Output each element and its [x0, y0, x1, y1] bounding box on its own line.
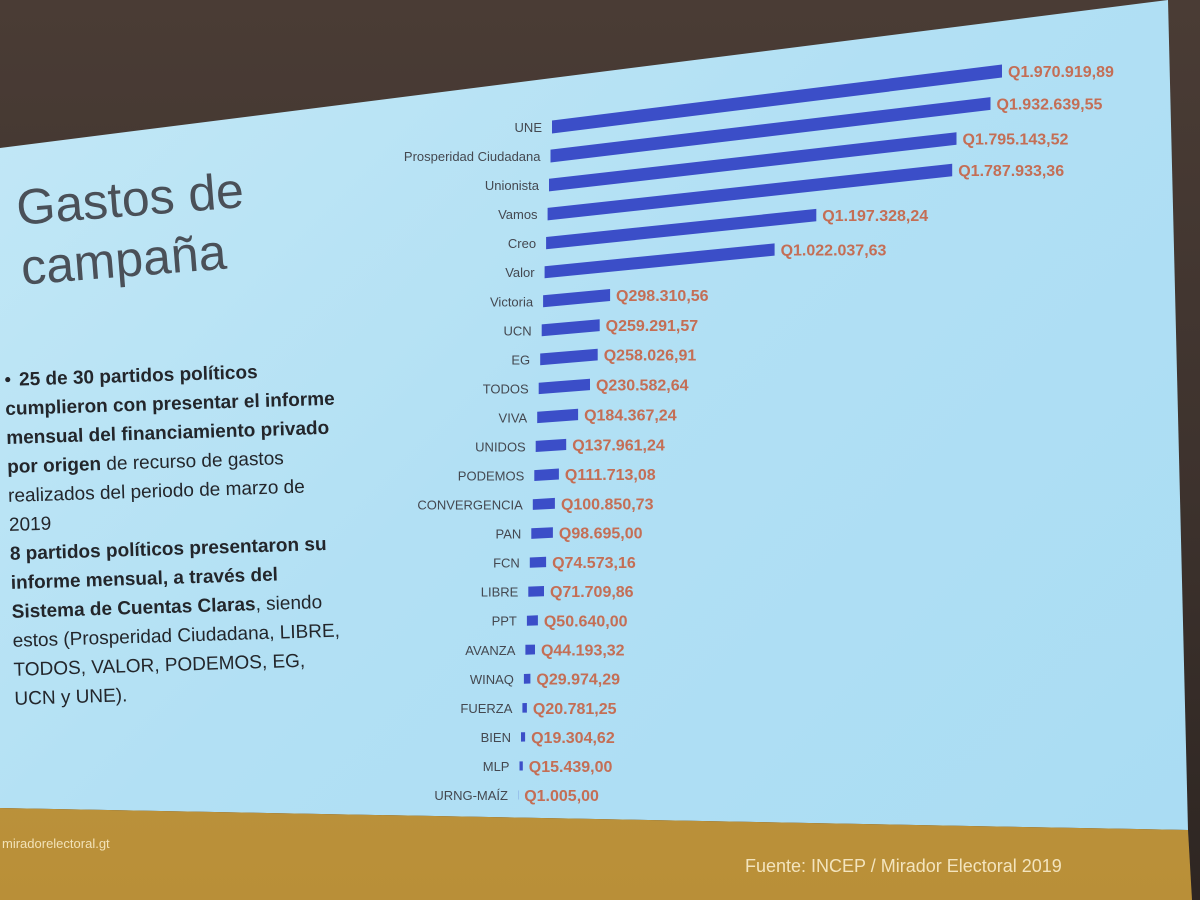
value-label: Q19.304,62 [531, 730, 615, 747]
value-label: Q230.582,64 [596, 377, 689, 394]
value-label: Q74.573,16 [552, 555, 636, 572]
value-label: Q1.932.639,55 [997, 97, 1103, 114]
bar [521, 732, 526, 742]
category-label: UNIDOS [475, 439, 526, 454]
bar [528, 586, 544, 597]
bar [525, 644, 535, 655]
value-label: Q1.005,00 [524, 788, 599, 805]
bar [546, 208, 817, 250]
category-label: VIVA [499, 410, 528, 425]
footer-url: miradorelectoral.gt [2, 836, 110, 851]
value-label: Q44.193,32 [541, 643, 625, 660]
category-label: WINAQ [470, 672, 514, 687]
bar [519, 761, 523, 771]
category-label: MLP [483, 759, 510, 774]
category-label: PAN [496, 527, 522, 542]
value-label: Q1.197.328,24 [822, 208, 928, 225]
bar [537, 408, 579, 424]
bar [547, 163, 953, 221]
value-label: Q1.795.143,52 [963, 132, 1069, 149]
category-label: FUERZA [460, 701, 512, 716]
value-label: Q15.439,00 [529, 759, 613, 776]
bar [532, 497, 555, 510]
bar [540, 348, 598, 366]
category-label: LIBRE [481, 585, 519, 600]
category-label: Victoria [490, 294, 534, 309]
category-label: TODOS [483, 381, 529, 396]
category-label: Prosperidad Ciudadana [404, 149, 541, 164]
category-label: Valor [505, 265, 535, 280]
value-label: Q1.022.037,63 [781, 242, 887, 259]
category-label: CONVERGENCIA [417, 498, 523, 513]
value-label: Q1.787.933,36 [958, 163, 1064, 180]
category-label: Unionista [485, 178, 540, 193]
category-label: PODEMOS [458, 469, 525, 484]
category-label: FCN [493, 556, 520, 571]
value-label: Q20.781,25 [533, 701, 617, 718]
value-label: Q1.970.919,89 [1008, 64, 1114, 81]
bar [543, 289, 611, 308]
bar [522, 703, 527, 713]
bar [538, 378, 590, 395]
value-label: Q71.709,86 [550, 584, 634, 601]
bar [529, 556, 547, 568]
value-label: Q298.310,56 [616, 288, 709, 305]
bar [544, 243, 775, 279]
value-label: Q258.026,91 [604, 348, 697, 365]
bar [550, 97, 991, 163]
bar [552, 64, 1002, 134]
footer-source: Fuente: INCEP / Mirador Electoral 2019 [745, 856, 1062, 876]
value-label: Q29.974,29 [536, 672, 620, 689]
category-label: UNE [515, 120, 543, 135]
category-label: UCN [503, 323, 531, 338]
bar [531, 527, 553, 539]
category-label: URNG-MAÍZ [434, 788, 508, 803]
bar [526, 615, 538, 626]
value-label: Q137.961,24 [572, 437, 665, 454]
value-label: Q259.291,57 [606, 318, 699, 335]
value-label: Q100.850,73 [561, 496, 654, 513]
bar [549, 132, 957, 192]
category-label: BIEN [481, 730, 511, 745]
bar [523, 673, 531, 684]
category-label: EG [511, 352, 530, 367]
category-label: Vamos [498, 207, 538, 222]
value-label: Q184.367,24 [584, 407, 677, 424]
category-label: AVANZA [465, 643, 515, 658]
value-label: Q50.640,00 [544, 613, 628, 630]
value-label: Q98.695,00 [559, 526, 643, 543]
bar [541, 319, 600, 337]
bar [534, 468, 559, 481]
bar [535, 438, 567, 452]
value-label: Q111.713,08 [565, 467, 656, 484]
category-label: PPT [492, 614, 517, 629]
category-label: Creo [508, 236, 536, 251]
